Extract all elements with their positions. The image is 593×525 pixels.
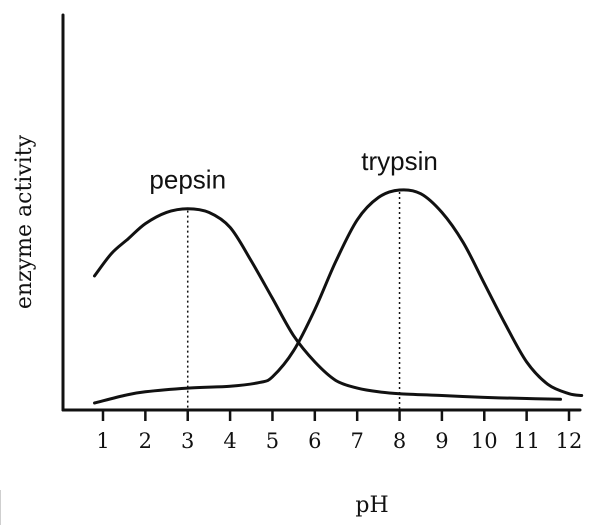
series-label-trypsin: trypsin: [361, 146, 438, 176]
x-tick-label: 1: [96, 429, 109, 453]
x-tick-labels: 1 2 3 4 5 6 7 8 9 10 11 12: [96, 429, 582, 453]
x-axis-title: pH: [355, 493, 388, 518]
x-tick-label: 8: [393, 429, 406, 453]
x-tick-label: 9: [435, 429, 448, 453]
series-line-trypsin: [93, 188, 584, 405]
series-line-pepsin: [93, 207, 562, 401]
x-tick-label: 6: [308, 429, 321, 453]
x-tick-label: 11: [513, 429, 540, 453]
x-tick-label: 5: [266, 429, 279, 453]
x-tick-label: 12: [556, 429, 583, 453]
series-label-pepsin: pepsin: [149, 165, 226, 195]
y-axis-title: enzyme activity: [12, 134, 37, 309]
axes: [61, 13, 582, 412]
x-tick-label: 3: [181, 429, 194, 453]
x-ticks: [101, 410, 571, 421]
peak-lines: [186, 192, 401, 409]
x-tick-label: 10: [471, 429, 498, 453]
x-tick-label: 2: [139, 429, 152, 453]
series-labels: pepsin trypsin: [149, 146, 437, 195]
curves: [93, 188, 584, 405]
x-tick-label: 4: [223, 429, 236, 453]
x-tick-label: 7: [350, 429, 363, 453]
